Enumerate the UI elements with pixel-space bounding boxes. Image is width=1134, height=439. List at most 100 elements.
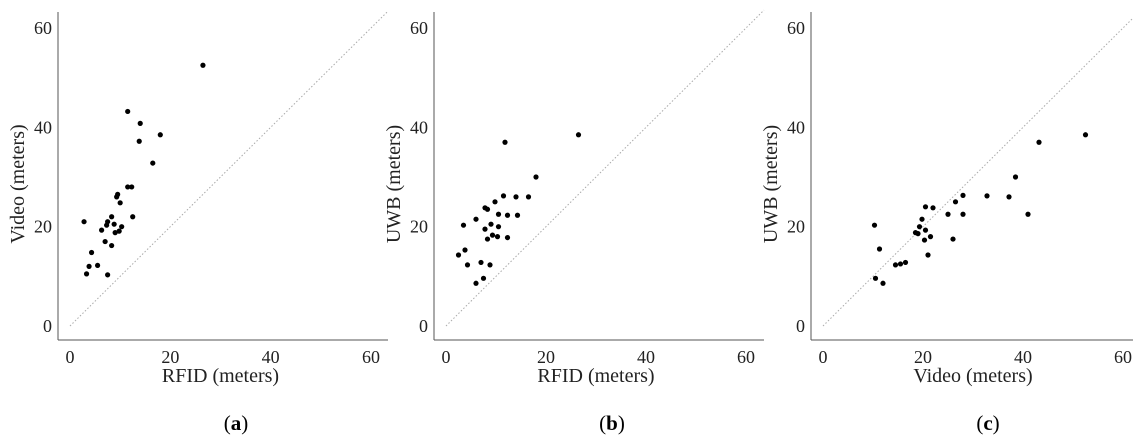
data-point <box>494 234 501 240</box>
data-point <box>902 259 909 266</box>
data-point <box>83 271 90 277</box>
data-point <box>462 247 468 253</box>
x-tick-label: 60 <box>737 347 755 367</box>
data-point <box>482 226 488 232</box>
data-point <box>136 138 142 144</box>
panel-a: 0 20 40 60 0 20 40 60 RFID (meters) Video (meters… <box>7 10 389 435</box>
data-point <box>916 224 923 230</box>
data-point <box>960 192 966 198</box>
data-point <box>116 228 122 234</box>
y-tick-label: 60 <box>410 18 428 38</box>
data-point <box>111 221 117 227</box>
y-tick-label: 20 <box>787 217 805 237</box>
data-point <box>487 262 493 268</box>
data-point <box>1012 174 1019 180</box>
data-point <box>892 262 899 268</box>
data-point <box>500 193 507 199</box>
data-point <box>480 275 487 281</box>
data-point <box>504 234 511 241</box>
data-point <box>495 224 502 230</box>
data-point <box>119 224 125 230</box>
x-tick-label: 0 <box>66 347 75 367</box>
data-point <box>473 216 479 222</box>
data-point <box>495 211 502 217</box>
data-point <box>102 238 108 245</box>
data-point <box>460 222 467 228</box>
x-tick-label: 40 <box>262 347 280 367</box>
data-point <box>109 214 115 220</box>
data-point <box>1006 194 1012 200</box>
x-tick-label: 0 <box>819 347 828 367</box>
data-point <box>86 263 92 269</box>
data-point <box>533 174 539 180</box>
y-tick-label: 20 <box>34 217 52 237</box>
data-point <box>489 232 496 238</box>
data-point <box>81 219 87 225</box>
x-tick-label: 40 <box>637 347 655 367</box>
data-point <box>104 222 110 228</box>
data-point <box>504 212 511 218</box>
data-point <box>130 214 136 220</box>
x-tick-label: 60 <box>1114 347 1132 367</box>
data-point <box>125 184 131 190</box>
data-point <box>157 132 163 138</box>
data-point <box>464 262 471 268</box>
data-point <box>960 211 966 217</box>
data-point <box>1082 132 1089 138</box>
data-point <box>484 236 491 242</box>
data-point <box>921 237 928 243</box>
y-tick-label: 40 <box>410 117 428 137</box>
reference-line-y-equals-x <box>822 17 1134 327</box>
x-axis-label: Video (meters) <box>913 365 1032 387</box>
data-point <box>925 252 931 258</box>
data-point <box>1025 211 1031 217</box>
y-axis-label: UWB (meters) <box>760 125 782 243</box>
data-point <box>150 160 156 166</box>
y-tick-label: 20 <box>410 217 428 237</box>
data-point <box>952 199 959 205</box>
data-point <box>105 272 111 278</box>
data-point <box>930 205 936 211</box>
data-point <box>492 199 498 205</box>
panel-label: (b) <box>599 411 625 435</box>
panel-label: (a) <box>224 411 249 435</box>
panel-b: 0 20 40 60 0 20 40 60 RFID (meters) UWB (meters) (… <box>383 9 765 435</box>
data-point <box>114 194 120 200</box>
data-point <box>94 262 101 269</box>
data-point <box>575 132 582 138</box>
data-point <box>484 206 491 212</box>
data-point <box>112 230 118 236</box>
y-tick-label: 0 <box>796 316 805 336</box>
data-point <box>478 259 484 266</box>
reference-line-y-equals-x <box>69 10 389 327</box>
data-point <box>200 62 206 68</box>
x-tick-label: 0 <box>442 347 451 367</box>
data-point <box>984 193 990 199</box>
data-point <box>945 211 951 217</box>
y-tick-label: 40 <box>34 117 52 137</box>
data-point <box>525 194 532 200</box>
x-tick-label: 20 <box>914 347 932 367</box>
data-point <box>880 280 886 286</box>
y-tick-label: 0 <box>43 316 52 336</box>
data-point <box>488 221 494 227</box>
reference-line-y-equals-x <box>445 9 765 327</box>
data-point <box>919 216 925 222</box>
data-point <box>513 194 519 200</box>
data-point <box>871 222 878 228</box>
data-point <box>922 227 929 233</box>
x-tick-label: 20 <box>161 347 179 367</box>
data-point <box>897 261 904 267</box>
data-point <box>872 275 879 281</box>
x-tick-label: 40 <box>1014 347 1032 367</box>
data-point <box>109 242 115 249</box>
x-axis-label: RFID (meters) <box>537 365 654 387</box>
data-point <box>514 212 521 218</box>
data-point <box>129 184 135 190</box>
data-point <box>99 227 105 233</box>
x-tick-label: 60 <box>362 347 380 367</box>
data-point <box>1036 139 1042 145</box>
data-point <box>455 252 462 258</box>
y-tick-label: 60 <box>34 18 52 38</box>
